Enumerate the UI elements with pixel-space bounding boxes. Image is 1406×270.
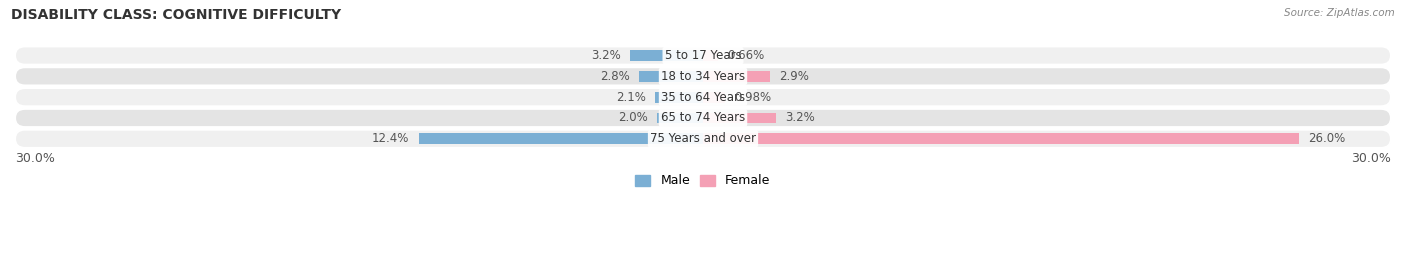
Text: 0.98%: 0.98% [735, 91, 772, 104]
Text: 0.66%: 0.66% [727, 49, 765, 62]
Text: 2.0%: 2.0% [619, 112, 648, 124]
Text: 35 to 64 Years: 35 to 64 Years [661, 91, 745, 104]
Bar [703, 50, 718, 61]
FancyBboxPatch shape [15, 67, 1391, 86]
Bar [703, 113, 776, 123]
Text: 3.2%: 3.2% [591, 49, 620, 62]
Text: DISABILITY CLASS: COGNITIVE DIFFICULTY: DISABILITY CLASS: COGNITIVE DIFFICULTY [11, 8, 342, 22]
Legend: Male, Female: Male, Female [630, 169, 776, 193]
Text: 2.1%: 2.1% [616, 91, 645, 104]
Text: 75 Years and over: 75 Years and over [650, 132, 756, 145]
Bar [703, 92, 725, 103]
Text: 18 to 34 Years: 18 to 34 Years [661, 70, 745, 83]
Text: 65 to 74 Years: 65 to 74 Years [661, 112, 745, 124]
Bar [703, 133, 1299, 144]
Text: 26.0%: 26.0% [1309, 132, 1346, 145]
Text: 5 to 17 Years: 5 to 17 Years [665, 49, 741, 62]
Bar [657, 113, 703, 123]
Text: 30.0%: 30.0% [1351, 152, 1391, 165]
Text: 12.4%: 12.4% [373, 132, 409, 145]
Bar [419, 133, 703, 144]
Text: 2.8%: 2.8% [600, 70, 630, 83]
Bar [638, 71, 703, 82]
FancyBboxPatch shape [15, 130, 1391, 148]
FancyBboxPatch shape [15, 109, 1391, 127]
Text: Source: ZipAtlas.com: Source: ZipAtlas.com [1284, 8, 1395, 18]
Bar [655, 92, 703, 103]
Text: 30.0%: 30.0% [15, 152, 55, 165]
Bar [630, 50, 703, 61]
Text: 3.2%: 3.2% [786, 112, 815, 124]
FancyBboxPatch shape [15, 88, 1391, 106]
FancyBboxPatch shape [15, 46, 1391, 65]
Bar [703, 71, 769, 82]
Text: 2.9%: 2.9% [779, 70, 808, 83]
